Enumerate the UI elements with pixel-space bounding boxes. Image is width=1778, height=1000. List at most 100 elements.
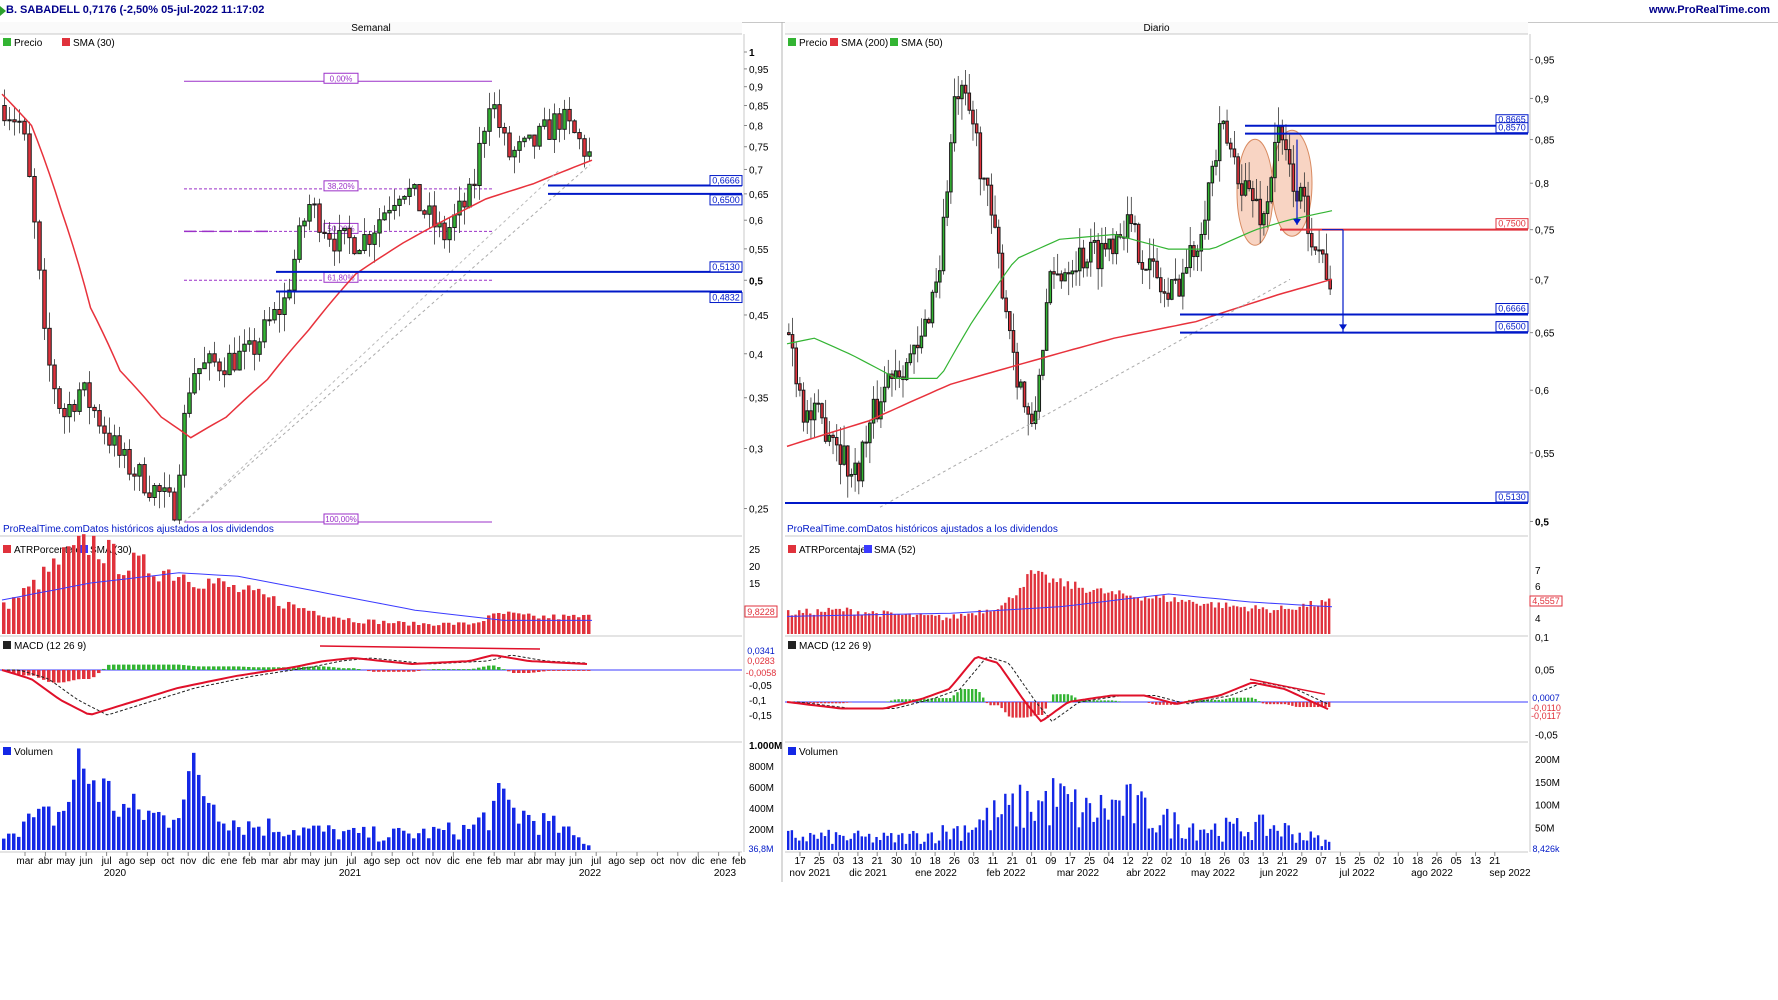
volume-tick-label: 800M xyxy=(749,762,774,773)
volume-bar xyxy=(537,834,541,850)
macd-histogram-bar xyxy=(919,699,922,702)
weekly-candle-body xyxy=(237,350,242,371)
volume-bar xyxy=(816,838,819,850)
atr-bar xyxy=(477,622,481,634)
macd-histogram-bar xyxy=(572,670,576,671)
volume-bar xyxy=(1118,800,1121,850)
volume-bar xyxy=(482,812,486,850)
volume-tick-label: 200M xyxy=(1535,755,1560,766)
volume-bar xyxy=(452,834,456,850)
atr-bar xyxy=(1155,595,1158,634)
atr-legend-label: ATRPorcentaje xyxy=(14,545,82,556)
weekly-candle-body xyxy=(97,410,102,427)
daily-candle-body xyxy=(963,84,968,94)
header-bar: B. SABADELL 0,7176 (-2,50% 05-jul-2022 1… xyxy=(0,0,1778,23)
macd-histogram-bar xyxy=(67,670,71,682)
legend-swatch-price xyxy=(3,38,11,46)
macd-histogram-bar xyxy=(1092,700,1095,702)
day-tick-label: 13 xyxy=(1258,856,1270,867)
volume-bar xyxy=(462,824,466,850)
atr-bar xyxy=(1188,600,1191,634)
macd-histogram-bar xyxy=(247,666,251,670)
macd-histogram-bar xyxy=(122,664,126,670)
volume-bar xyxy=(1217,835,1220,850)
atr-bar xyxy=(1040,571,1044,634)
volume-bar xyxy=(1228,821,1231,850)
volume-bar xyxy=(1280,836,1283,850)
atr-bar xyxy=(952,614,955,634)
month-tick-label: feb xyxy=(487,856,501,867)
volume-bar xyxy=(1316,835,1320,850)
macd-histogram-bar xyxy=(1324,702,1327,708)
weekly-candle-body xyxy=(252,340,257,355)
price-tick-label: 0,75 xyxy=(749,143,769,154)
macd-histogram-bar xyxy=(1199,699,1202,702)
atr-bar xyxy=(1217,602,1220,634)
day-tick-label: 01 xyxy=(1026,856,1038,867)
atr-bar xyxy=(447,622,451,634)
macd-histogram-bar xyxy=(820,702,823,704)
macd-histogram-bar xyxy=(1147,702,1151,703)
macd-histogram-bar xyxy=(1309,702,1312,708)
atr-bar xyxy=(112,543,116,634)
atr-bar xyxy=(1088,591,1092,634)
price-tick-label: 0,7 xyxy=(749,165,763,176)
atr-bar xyxy=(537,618,541,634)
atr-bar xyxy=(901,614,904,634)
volume-bar xyxy=(1232,823,1235,850)
atr-bar xyxy=(97,559,101,634)
macd-signal-line xyxy=(2,654,588,716)
daily-candle-body xyxy=(1203,219,1207,235)
macd-histogram-bar xyxy=(7,670,11,672)
level-label: 0,5130 xyxy=(712,262,740,272)
month-tick-label: ago xyxy=(608,856,625,867)
atr-bar xyxy=(92,535,96,634)
atr-bar xyxy=(457,622,461,634)
daily-candle-body xyxy=(805,410,810,423)
atr-value: 4,5557 xyxy=(1532,596,1560,606)
weekly-candle-body xyxy=(262,319,267,343)
daily-candle-body xyxy=(985,177,990,186)
atr-bar xyxy=(422,623,426,634)
volume-bar xyxy=(1081,812,1084,850)
volume-bar xyxy=(152,812,156,850)
volume-bar xyxy=(37,808,41,850)
weekly-candle-body xyxy=(542,119,547,127)
atr-bar xyxy=(1166,601,1169,634)
macd-histogram-bar xyxy=(952,695,955,702)
daily-candle-body xyxy=(849,473,854,477)
macd-histogram-bar xyxy=(37,670,41,678)
weekly-candle-body xyxy=(342,227,347,232)
volume-bar xyxy=(1221,841,1224,850)
volume-bar xyxy=(1004,793,1007,850)
atr-sma-swatch xyxy=(864,545,872,553)
daily-candle-body xyxy=(1192,245,1196,258)
panel-title-strip xyxy=(785,22,1528,34)
atr-bar xyxy=(7,608,11,634)
weekly-candle-body xyxy=(392,204,397,211)
atr-bar xyxy=(912,616,915,634)
macd-histogram-bar xyxy=(978,692,981,702)
volume-bar xyxy=(257,826,261,850)
volume-bar xyxy=(177,818,181,850)
volume-bar xyxy=(337,839,341,850)
atr-bar xyxy=(117,574,121,634)
volume-bar xyxy=(47,806,51,850)
weekly-candle-body xyxy=(77,389,82,412)
volume-bar xyxy=(1044,790,1047,850)
volume-bar xyxy=(522,810,526,850)
atr-bar xyxy=(277,605,281,634)
volume-bar xyxy=(1169,838,1173,850)
daily-candle-body xyxy=(1114,234,1119,255)
macd-histogram-bar xyxy=(1026,702,1029,718)
brand-link[interactable]: www.ProRealTime.com xyxy=(1648,4,1770,16)
macd-histogram-bar xyxy=(387,670,391,672)
month-tick-label: oct xyxy=(406,856,420,867)
macd-histogram-bar xyxy=(1254,698,1257,702)
weekly-candle-body xyxy=(172,491,177,521)
atr-bar xyxy=(47,571,51,634)
volume-bar xyxy=(527,814,531,850)
weekly-candle-body xyxy=(522,137,527,143)
macd-histogram-bar xyxy=(267,667,271,670)
